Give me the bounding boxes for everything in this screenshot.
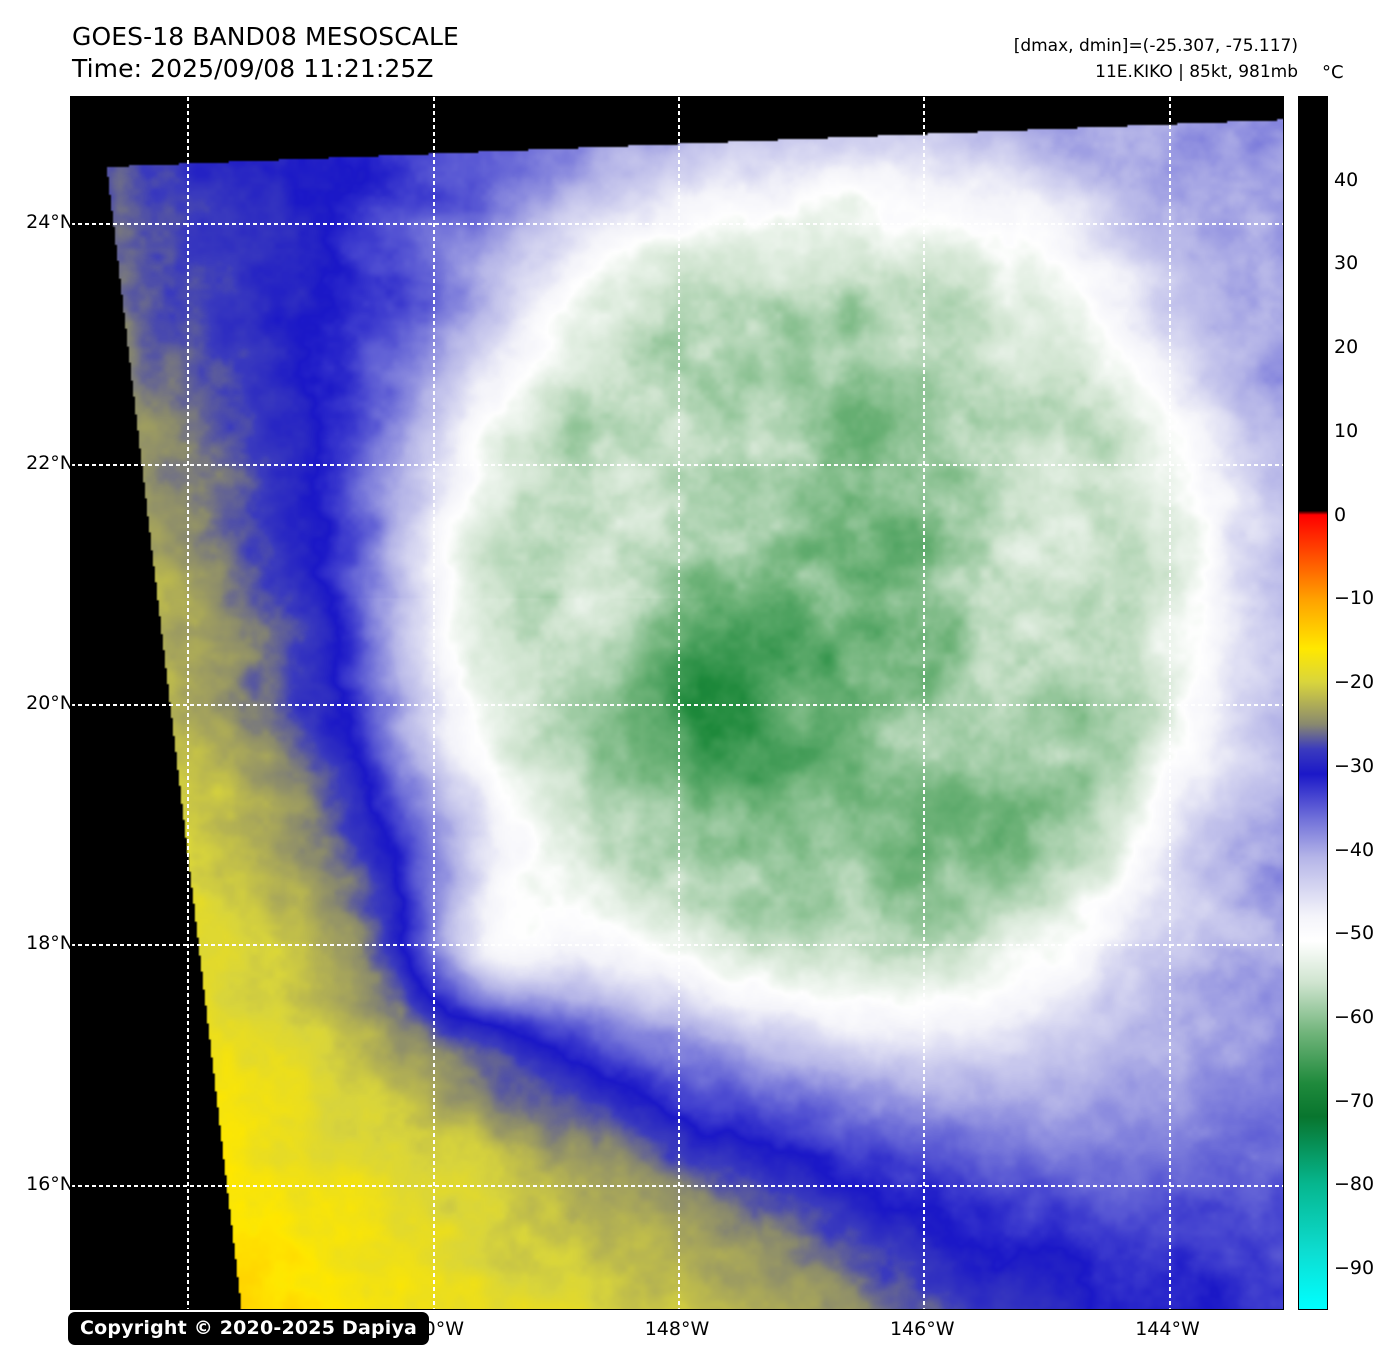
- colorbar-tick-40: 40: [1334, 168, 1359, 191]
- lat-tick-label-18: 18°N: [26, 932, 74, 955]
- lon-tick-label-146: 146°W: [889, 1318, 955, 1340]
- lon-tick-label-148: 148°W: [644, 1318, 710, 1340]
- lat-tick-label-20: 20°N: [26, 692, 74, 714]
- lon-tick-label-144: 144°W: [1135, 1318, 1200, 1340]
- colorbar-tick-10: 10: [1334, 419, 1359, 442]
- lat-tick-label-16: 16°N: [26, 1172, 74, 1195]
- colorbar-tick-minus80: −80: [1334, 1173, 1375, 1196]
- colorbar-tick-minus20: −20: [1334, 671, 1375, 694]
- page-title: GOES-18 BAND08 MESOSCALE Time: 2025/09/0…: [72, 22, 459, 83]
- colorbar-tick-0: 0: [1334, 503, 1347, 526]
- colorbar-gradient: [1298, 96, 1328, 1310]
- satellite-image-plot[interactable]: [70, 96, 1284, 1310]
- colorbar: [1298, 96, 1328, 1310]
- colorbar-tick-minus40: −40: [1334, 838, 1375, 861]
- colorbar-tick-30: 30: [1334, 252, 1359, 275]
- colorbar-unit-label: °C: [1322, 62, 1344, 83]
- colorbar-tick-20: 20: [1334, 336, 1359, 359]
- lat-tick-label-22: 22°N: [26, 451, 74, 474]
- colorbar-tick-minus60: −60: [1334, 1005, 1375, 1028]
- lat-tick-label-24: 24°N: [26, 211, 74, 234]
- colorbar-tick-minus10: −10: [1334, 587, 1375, 610]
- colorbar-tick-minus90: −90: [1334, 1257, 1375, 1280]
- colorbar-tick-minus30: −30: [1334, 754, 1375, 777]
- colorbar-tick-minus70: −70: [1334, 1089, 1375, 1112]
- metadata-readout: [dmax, dmin]=(-25.307, -75.117) 11E.KIKO…: [1013, 36, 1298, 82]
- brightness-temperature-heatmap: [71, 97, 1283, 1309]
- copyright-watermark: Copyright © 2020-2025 Dapiya: [68, 1312, 430, 1345]
- colorbar-tick-minus50: −50: [1334, 922, 1375, 945]
